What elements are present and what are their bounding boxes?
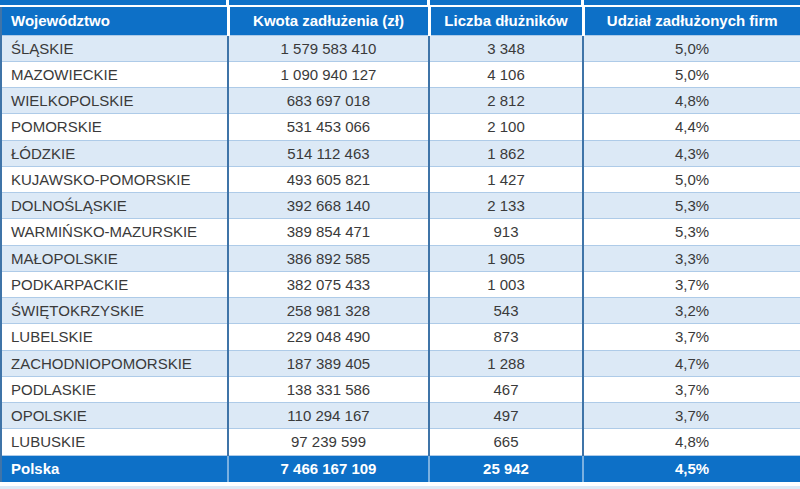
debtors-cell: 1 003 — [429, 271, 583, 297]
table-body: ŚLĄSKIE 1 579 583 410 3 348 5,0% MAZOWIE… — [1, 35, 800, 455]
region-cell: KUJAWSKO-POMORSKIE — [1, 166, 228, 192]
region-cell: OPOLSKIE — [1, 403, 228, 429]
table-row: POMORSKIE 531 453 066 2 100 4,4% — [1, 114, 800, 140]
share-cell: 3,7% — [583, 324, 800, 350]
debtors-cell: 913 — [429, 219, 583, 245]
region-cell: ZACHODNIOPOMORSKIE — [1, 350, 228, 376]
voivodeship-debt-table: Województwo Kwota zadłużenia (zł) Liczba… — [0, 7, 800, 482]
table-row: DOLNOŚLĄSKIE 392 668 140 2 133 5,3% — [1, 193, 800, 219]
table-row: ZACHODNIOPOMORSKIE 187 389 405 1 288 4,7… — [1, 350, 800, 376]
debtors-cell: 4 106 — [429, 61, 583, 87]
debtors-cell: 2 812 — [429, 88, 583, 114]
table-row: MAŁOPOLSKIE 386 892 585 1 905 3,3% — [1, 245, 800, 271]
share-cell: 5,3% — [583, 219, 800, 245]
debt-cell: 514 112 463 — [228, 140, 429, 166]
share-cell: 5,0% — [583, 35, 800, 61]
share-cell: 4,3% — [583, 140, 800, 166]
debt-cell: 229 048 490 — [228, 324, 429, 350]
debt-cell: 392 668 140 — [228, 193, 429, 219]
debt-cell: 493 605 821 — [228, 166, 429, 192]
table-footer: Polska 7 466 167 109 25 942 4,5% — [1, 455, 800, 482]
table-row: KUJAWSKO-POMORSKIE 493 605 821 1 427 5,0… — [1, 166, 800, 192]
region-cell: PODLASKIE — [1, 376, 228, 402]
region-cell: WIELKOPOLSKIE — [1, 88, 228, 114]
debtors-cell: 497 — [429, 403, 583, 429]
region-cell: MAŁOPOLSKIE — [1, 245, 228, 271]
region-cell: DOLNOŚLĄSKIE — [1, 193, 228, 219]
table-row: LUBUSKIE 97 239 599 665 4,8% — [1, 429, 800, 455]
share-cell: 3,7% — [583, 271, 800, 297]
debt-cell: 138 331 586 — [228, 376, 429, 402]
total-share-cell: 4,5% — [583, 455, 800, 482]
column-header-region: Województwo — [1, 7, 228, 35]
debt-table-page: Województwo Kwota zadłużenia (zł) Liczba… — [0, 0, 800, 489]
share-cell: 4,7% — [583, 350, 800, 376]
share-cell: 3,2% — [583, 298, 800, 324]
region-cell: ŚLĄSKIE — [1, 35, 228, 61]
table-row: PODLASKIE 138 331 586 467 3,7% — [1, 376, 800, 402]
debtors-cell: 2 133 — [429, 193, 583, 219]
share-cell: 3,3% — [583, 245, 800, 271]
debtors-cell: 1 862 — [429, 140, 583, 166]
debt-cell: 187 389 405 — [228, 350, 429, 376]
header-row: Województwo Kwota zadłużenia (zł) Liczba… — [1, 7, 800, 35]
debt-cell: 258 981 328 — [228, 298, 429, 324]
debt-cell: 1 090 940 127 — [228, 61, 429, 87]
debt-cell: 1 579 583 410 — [228, 35, 429, 61]
debtors-cell: 1 288 — [429, 350, 583, 376]
table-row: ŁÓDZKIE 514 112 463 1 862 4,3% — [1, 140, 800, 166]
region-cell: PODKARPACKIE — [1, 271, 228, 297]
share-cell: 5,0% — [583, 166, 800, 192]
share-cell: 5,0% — [583, 61, 800, 87]
column-header-debt: Kwota zadłużenia (zł) — [228, 7, 429, 35]
debtors-cell: 2 100 — [429, 114, 583, 140]
region-cell: ŚWIĘTOKRZYSKIE — [1, 298, 228, 324]
debt-cell: 531 453 066 — [228, 114, 429, 140]
debt-cell: 389 854 471 — [228, 219, 429, 245]
column-divider-notch — [581, 0, 584, 5]
share-cell: 4,8% — [583, 88, 800, 114]
total-debtors-cell: 25 942 — [429, 455, 583, 482]
debtors-cell: 1 905 — [429, 245, 583, 271]
share-cell: 5,3% — [583, 193, 800, 219]
debtors-cell: 665 — [429, 429, 583, 455]
region-cell: POMORSKIE — [1, 114, 228, 140]
region-cell: ŁÓDZKIE — [1, 140, 228, 166]
table-row: OPOLSKIE 110 294 167 497 3,7% — [1, 403, 800, 429]
debtors-cell: 873 — [429, 324, 583, 350]
region-cell: WARMIŃSKO-MAZURSKIE — [1, 219, 228, 245]
debt-cell: 683 697 018 — [228, 88, 429, 114]
top-cutoff-strip — [0, 0, 800, 5]
total-row: Polska 7 466 167 109 25 942 4,5% — [1, 455, 800, 482]
table-row: PODKARPACKIE 382 075 433 1 003 3,7% — [1, 271, 800, 297]
total-region-cell: Polska — [1, 455, 228, 482]
column-divider-notch — [427, 0, 430, 5]
debtors-cell: 467 — [429, 376, 583, 402]
table-row: ŚLĄSKIE 1 579 583 410 3 348 5,0% — [1, 35, 800, 61]
debtors-cell: 1 427 — [429, 166, 583, 192]
table-row: WARMIŃSKO-MAZURSKIE 389 854 471 913 5,3% — [1, 219, 800, 245]
region-cell: MAZOWIECKIE — [1, 61, 228, 87]
share-cell: 4,8% — [583, 429, 800, 455]
table-row: WIELKOPOLSKIE 683 697 018 2 812 4,8% — [1, 88, 800, 114]
debtors-cell: 3 348 — [429, 35, 583, 61]
debtors-cell: 543 — [429, 298, 583, 324]
debt-cell: 110 294 167 — [228, 403, 429, 429]
column-divider-notch — [226, 0, 229, 5]
share-cell: 3,7% — [583, 376, 800, 402]
debt-cell: 386 892 585 — [228, 245, 429, 271]
region-cell: LUBUSKIE — [1, 429, 228, 455]
column-header-share: Udział zadłużonych firm — [583, 7, 800, 35]
table-row: LUBELSKIE 229 048 490 873 3,7% — [1, 324, 800, 350]
table-header: Województwo Kwota zadłużenia (zł) Liczba… — [1, 7, 800, 35]
debt-cell: 97 239 599 — [228, 429, 429, 455]
share-cell: 3,7% — [583, 403, 800, 429]
share-cell: 4,4% — [583, 114, 800, 140]
region-cell: LUBELSKIE — [1, 324, 228, 350]
table-row: MAZOWIECKIE 1 090 940 127 4 106 5,0% — [1, 61, 800, 87]
table-row: ŚWIĘTOKRZYSKIE 258 981 328 543 3,2% — [1, 298, 800, 324]
debt-cell: 382 075 433 — [228, 271, 429, 297]
column-header-debtors: Liczba dłużników — [429, 7, 583, 35]
total-debt-cell: 7 466 167 109 — [228, 455, 429, 482]
